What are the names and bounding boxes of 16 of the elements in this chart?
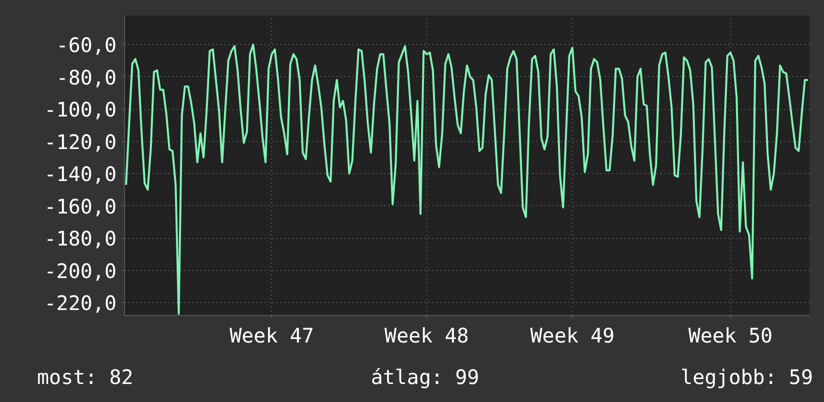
y-tick-label: -120,0 xyxy=(44,130,117,154)
y-tick-label: -220,0 xyxy=(44,291,117,316)
x-tick-label: Week 50 xyxy=(688,324,773,348)
y-tick-label: -160,0 xyxy=(44,194,117,218)
x-tick-label: Week 47 xyxy=(230,324,314,348)
x-tick-label: Week 49 xyxy=(530,324,615,348)
y-tick-label: -200,0 xyxy=(44,258,117,283)
text: átlag: 99 xyxy=(370,364,480,391)
y-tick-label: -100,0 xyxy=(44,98,117,122)
y-tick-label: -60,0 xyxy=(56,33,117,58)
y-tick-label: -140,0 xyxy=(44,162,117,186)
y-tick-label: -80,0 xyxy=(56,65,117,90)
x-tick-label: Week 48 xyxy=(384,324,469,348)
text: legjobb: 59 xyxy=(680,364,813,391)
text: most: 82 xyxy=(37,364,134,391)
y-tick-label: -180,0 xyxy=(44,226,117,251)
